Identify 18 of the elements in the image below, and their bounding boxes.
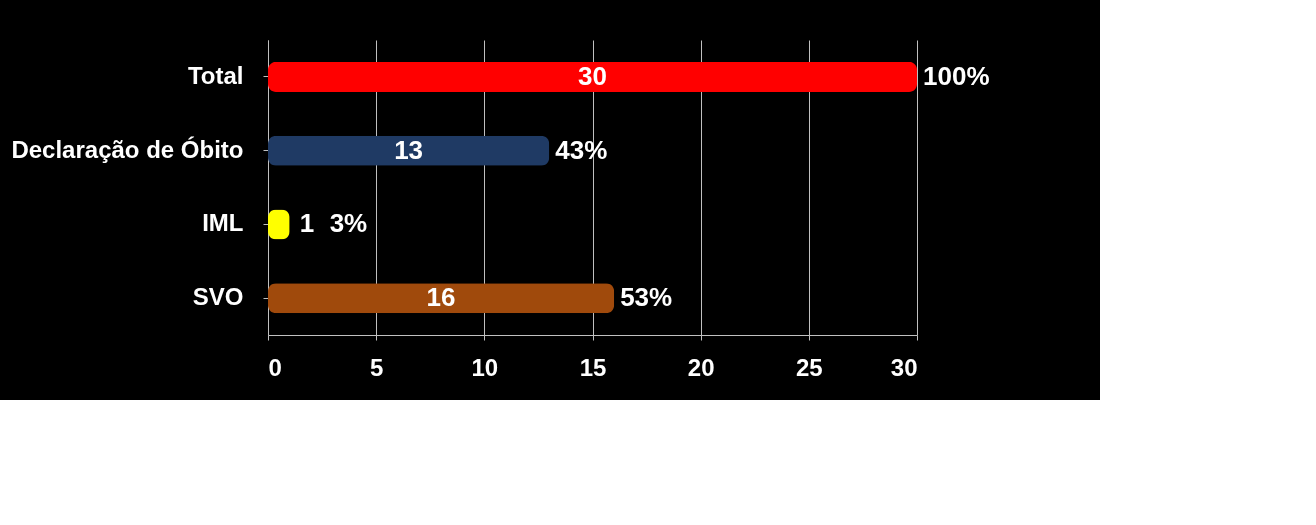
y-tick-label: SVO	[192, 283, 244, 311]
y-tick-label: Total	[187, 61, 244, 89]
y-tick-label: Declaração de Óbito	[11, 135, 244, 163]
x-tick-label: 25	[795, 353, 823, 381]
y-tick-label: IML	[202, 209, 244, 237]
x-tick-label: 5	[369, 353, 384, 381]
x-tick-label: 20	[687, 353, 715, 381]
x-tick-label: 30	[890, 353, 918, 381]
annotation: 100%	[923, 60, 990, 91]
annotation: 53%	[620, 282, 673, 313]
x-tick-label: 15	[579, 353, 607, 381]
annotation: 3%	[329, 208, 368, 239]
data-label: 1	[299, 208, 315, 239]
x-tick-label: 10	[471, 353, 499, 381]
data-label: 16	[426, 282, 456, 313]
x-tick-label: 0	[268, 353, 282, 381]
data-label: 13	[394, 134, 424, 165]
data-label: 30	[578, 60, 607, 91]
